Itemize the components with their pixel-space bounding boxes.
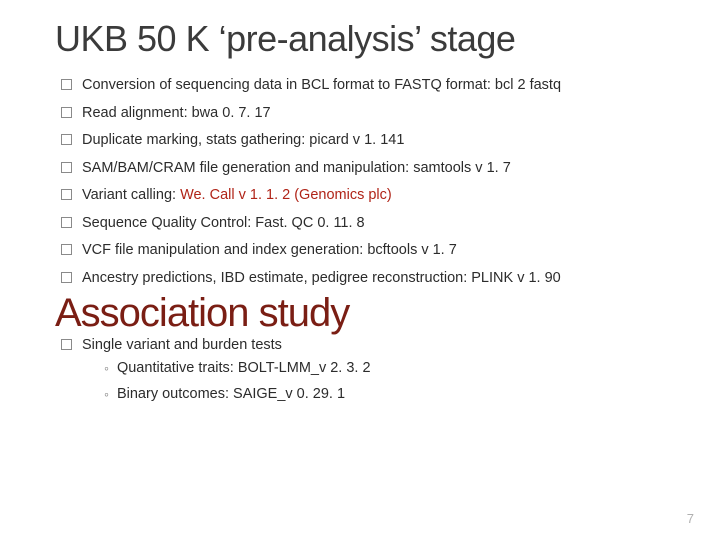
bullet-pre: VCF file manipulation and index generati… [82,242,457,258]
ring-bullet-icon: ◦ [104,359,109,378]
bullet-pre: Conversion of sequencing data in BCL for… [82,77,495,93]
list-item: SAM/BAM/CRAM file generation and manipul… [61,159,670,179]
bullet-text: Variant calling: We. Call v 1. 1. 2 (Gen… [82,186,670,206]
bullet-pre: Duplicate marking, stats gathering: pica… [82,132,404,148]
bullet-text: Sequence Quality Control: Fast. QC 0. 11… [82,214,670,234]
checkbox-icon [61,339,72,350]
preanalysis-list: Conversion of sequencing data in BCL for… [61,76,670,289]
bullet-text: Single variant and burden tests ◦ Quanti… [82,336,670,411]
list-item: Single variant and burden tests ◦ Quanti… [61,336,670,411]
bullet-pre: Read alignment: bwa 0. 7. 17 [82,105,271,121]
bullet-text: Read alignment: bwa 0. 7. 17 [82,104,670,124]
assoc-lead: Single variant and burden tests [82,337,282,353]
slide: UKB 50 K ‘pre-analysis’ stage Conversion… [0,0,720,540]
list-item: VCF file manipulation and index generati… [61,241,670,261]
bullet-pre: Variant calling: [82,187,180,203]
list-item: Variant calling: We. Call v 1. 1. 2 (Gen… [61,186,670,206]
checkbox-icon [61,107,72,118]
assoc-sublist: ◦ Quantitative traits: BOLT-LMM_v 2. 3. … [104,359,670,404]
bullet-text: Ancestry predictions, IBD estimate, pedi… [82,269,670,289]
list-item: Sequence Quality Control: Fast. QC 0. 11… [61,214,670,234]
checkbox-icon [61,162,72,173]
list-item: Conversion of sequencing data in BCL for… [61,76,670,96]
page-number: 7 [687,511,694,526]
checkbox-icon [61,244,72,255]
ring-bullet-icon: ◦ [104,385,109,404]
bullet-em: bcl 2 fastq [495,77,561,93]
checkbox-icon [61,134,72,145]
association-list: Single variant and burden tests ◦ Quanti… [61,336,670,411]
bullet-text: Duplicate marking, stats gathering: pica… [82,131,670,151]
checkbox-icon [61,217,72,228]
bullet-text: Conversion of sequencing data in BCL for… [82,76,670,96]
list-item: Ancestry predictions, IBD estimate, pedi… [61,269,670,289]
checkbox-icon [61,189,72,200]
bullet-pre: Sequence Quality Control: Fast. QC 0. 11… [82,215,365,231]
bullet-highlight: We. Call v 1. 1. 2 (Genomics plc) [180,187,392,203]
checkbox-icon [61,79,72,90]
section-title: Association study [55,291,670,336]
list-item: Duplicate marking, stats gathering: pica… [61,131,670,151]
sub-item: ◦ Quantitative traits: BOLT-LMM_v 2. 3. … [104,359,670,379]
bullet-text: SAM/BAM/CRAM file generation and manipul… [82,159,670,179]
sub-item-text: Binary outcomes: SAIGE_v 0. 29. 1 [117,385,345,405]
sub-item-text: Quantitative traits: BOLT-LMM_v 2. 3. 2 [117,359,371,379]
bullet-pre: Ancestry predictions, IBD estimate, pedi… [82,270,561,286]
list-item: Read alignment: bwa 0. 7. 17 [61,104,670,124]
bullet-pre: SAM/BAM/CRAM file generation and manipul… [82,160,511,176]
bullet-text: VCF file manipulation and index generati… [82,241,670,261]
checkbox-icon [61,272,72,283]
sub-item: ◦ Binary outcomes: SAIGE_v 0. 29. 1 [104,385,670,405]
slide-title: UKB 50 K ‘pre-analysis’ stage [55,18,670,60]
